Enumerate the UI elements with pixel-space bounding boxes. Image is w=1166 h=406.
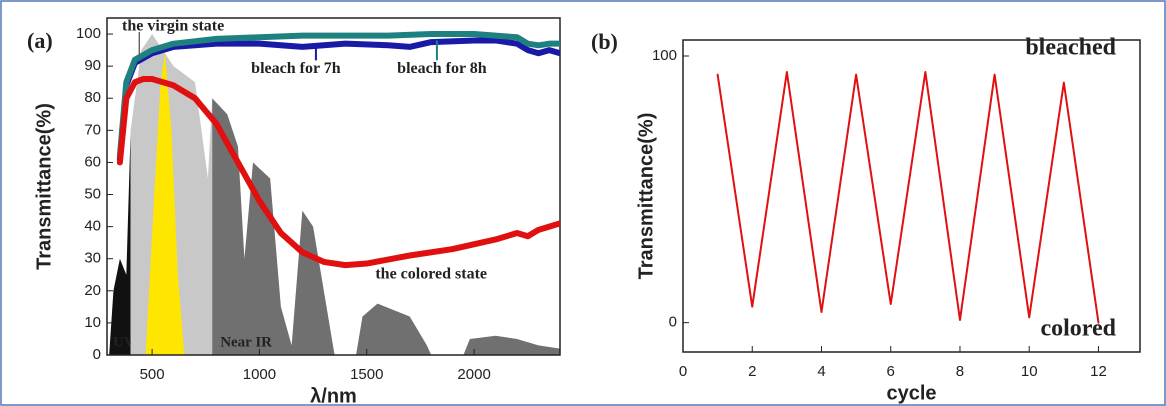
y-tick-label: 60 (84, 153, 101, 170)
x-tick-label: 500 (140, 366, 165, 383)
plot-frame (106, 17, 561, 356)
x-tick-label: 2 (748, 363, 756, 380)
y-tick-label: 90 (84, 57, 101, 74)
spectrum-area (212, 98, 560, 355)
series-label: bleach for 7h (251, 60, 341, 77)
y-tick-label: 20 (84, 282, 101, 299)
region-label: UV (113, 334, 135, 350)
y-axis-label: Transmittance(%) (33, 103, 55, 270)
series-label: the virgin state (122, 18, 224, 35)
x-tick-label: 1500 (350, 366, 383, 383)
x-tick-label: 12 (1090, 363, 1107, 380)
series-line (716, 71, 1100, 324)
y-axis-label: Transmittance(%) (635, 113, 657, 280)
x-axis-label: λ/nm (310, 385, 357, 406)
plot-frame (682, 39, 1141, 353)
series-label: the colored state (375, 265, 487, 282)
x-tick-label: 4 (817, 363, 825, 380)
y-tick-label: 30 (84, 250, 101, 267)
y-tick-label: 100 (652, 47, 677, 64)
y-tick-label: 10 (84, 314, 101, 331)
y-tick-label: 80 (84, 89, 101, 106)
x-tick-label: 1000 (243, 366, 276, 383)
series-line (116, 75, 560, 269)
x-tick-label: 8 (956, 363, 964, 380)
y-tick-label: 0 (669, 314, 677, 331)
y-tick-label: 40 (84, 218, 101, 235)
y-tick-label: 50 (84, 185, 101, 202)
panel-label: (b) (591, 29, 618, 54)
x-axis-label: cycle (886, 382, 936, 404)
spectrum-area (145, 53, 185, 355)
y-tick-label: 70 (84, 121, 101, 138)
annotation: bleached (1025, 35, 1116, 61)
y-tick-label: 100 (76, 25, 101, 42)
panel-label: (a) (27, 28, 53, 53)
annotation: colored (1040, 316, 1116, 342)
x-tick-label: 2000 (457, 366, 490, 383)
series-label: bleach for 8h (397, 60, 487, 77)
x-tick-label: 0 (679, 363, 687, 380)
spectrum-area (109, 130, 131, 355)
x-tick-label: 6 (887, 363, 895, 380)
region-label: Near IR (220, 334, 272, 350)
y-tick-label: 0 (93, 346, 101, 363)
x-tick-label: 10 (1021, 363, 1038, 380)
series-line (116, 31, 560, 160)
